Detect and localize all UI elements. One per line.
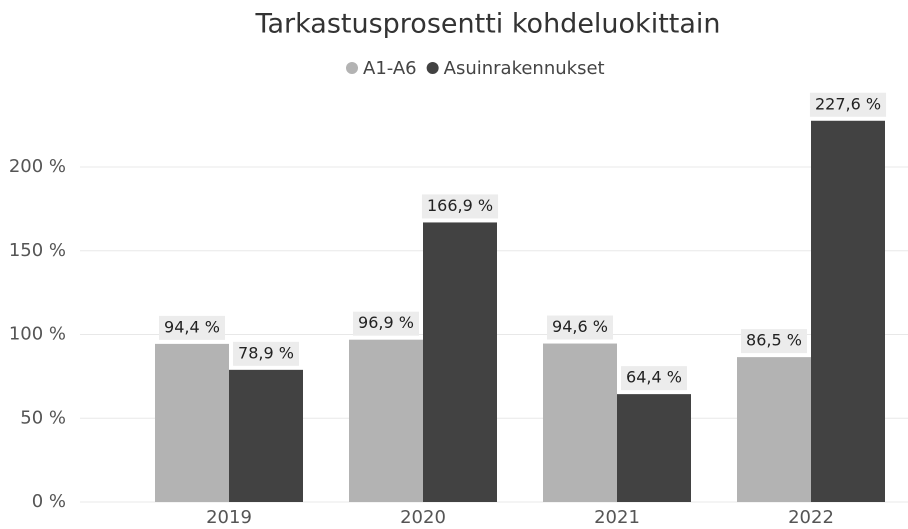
chart-title: Tarkastusprosentti kohdeluokittain (254, 9, 720, 40)
x-tick-label: 2021 (594, 507, 640, 528)
data-label: 86,5 % (746, 331, 802, 350)
y-tick-label: 200 % (9, 156, 66, 177)
bar (617, 394, 691, 502)
x-tick-label: 2019 (206, 507, 252, 528)
bar (737, 357, 811, 502)
data-label-bg (809, 92, 887, 117)
data-label: 64,4 % (626, 368, 682, 387)
data-label-bg (547, 315, 613, 340)
y-tick-label: 50 % (20, 407, 66, 428)
data-label: 78,9 % (238, 343, 294, 362)
y-tick-label: 100 % (9, 324, 66, 345)
data-label-bg (353, 311, 419, 336)
data-label: 96,9 % (358, 313, 414, 332)
bar (229, 369, 303, 502)
legend-label: A1-A6 (363, 58, 417, 79)
bar (811, 120, 885, 503)
legend-marker (346, 62, 358, 74)
x-tick-label: 2020 (400, 507, 446, 528)
bar (155, 343, 229, 502)
bar (543, 343, 617, 502)
data-label: 166,9 % (427, 196, 493, 215)
data-label-bg (741, 329, 807, 354)
data-label: 94,6 % (552, 317, 608, 336)
bar (423, 222, 497, 502)
y-tick-label: 0 % (32, 491, 66, 512)
data-label: 94,4 % (164, 317, 220, 336)
legend-marker (426, 62, 439, 74)
legend-label: Asuinrakennukset (444, 58, 605, 79)
data-label-bg (159, 315, 225, 340)
y-tick-label: 150 % (9, 240, 66, 261)
data-label-bg (621, 366, 687, 391)
data-label: 227,6 % (815, 94, 881, 113)
data-label-bg (421, 194, 499, 219)
bar (349, 339, 423, 502)
x-tick-label: 2022 (788, 507, 834, 528)
data-label-bg (233, 341, 299, 366)
